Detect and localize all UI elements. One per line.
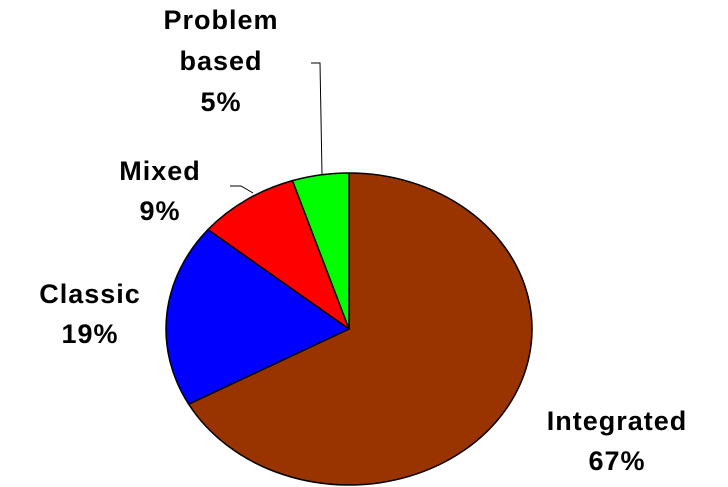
pie-slice-mixed <box>207 179 350 330</box>
leader-lines-layer <box>230 62 323 194</box>
slice-label-line: Classic <box>39 279 141 309</box>
pie-slice-problem-based <box>291 172 350 330</box>
slice-label-line: Integrated <box>547 406 688 436</box>
slice-label-classic: Classic 19% <box>39 279 141 349</box>
slice-label-line: Problem <box>163 5 278 35</box>
slice-label-line: 5% <box>200 87 241 117</box>
leader-line-problem-based <box>311 62 323 175</box>
slice-label-integrated: Integrated 67% <box>547 406 688 476</box>
slice-label-line: 19% <box>61 319 118 349</box>
leader-line-mixed <box>230 185 254 194</box>
slice-label-line: 67% <box>588 446 645 476</box>
pie-slice-integrated <box>187 172 533 486</box>
pie-slice-classic <box>165 228 350 405</box>
slice-label-mixed: Mixed 9% <box>119 156 201 226</box>
labels-layer: Integrated 67% Classic 19% Mixed 9% Problem bas… <box>39 5 688 476</box>
slices-layer <box>165 172 533 486</box>
slice-label-line: based <box>179 46 262 76</box>
slice-label-line: Mixed <box>119 156 201 186</box>
slice-label-problem-based: Problem based 5% <box>163 5 278 117</box>
slice-label-line: 9% <box>139 196 180 226</box>
